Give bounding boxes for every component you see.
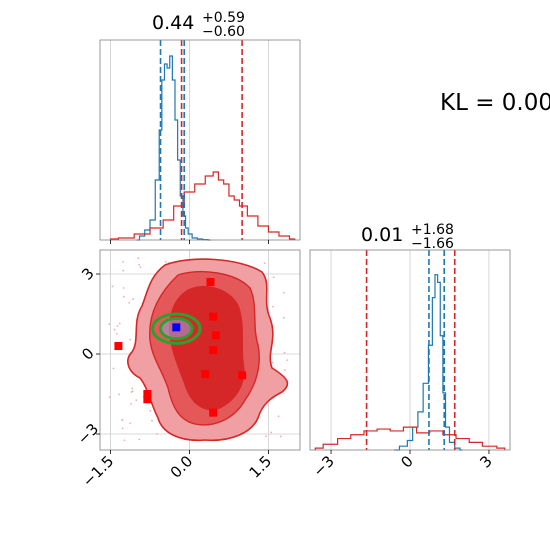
sample-point: [129, 422, 132, 425]
sample-point: [139, 266, 142, 269]
joint-panel: −1.5 0.0 1.5 −3 0 3: [74, 249, 301, 491]
marginal-panel-2: −3 0 3 0.01 +1.68 −1.66: [310, 222, 511, 480]
y-tick-label: 3: [78, 264, 97, 283]
sample-point: [118, 322, 121, 325]
sample-point: [135, 399, 138, 402]
sample-point: [271, 361, 274, 364]
sample-point: [149, 409, 152, 412]
histogram-series-blue: [136, 55, 211, 241]
sample-point: [279, 435, 282, 438]
marginal-1-title-plus: +0.59: [202, 10, 245, 26]
sample-point: [122, 295, 125, 298]
kl-divergence-label: KL = 0.00: [440, 90, 550, 116]
marginal-2-xticks: −3 0 3: [310, 450, 496, 480]
sample-point: [108, 396, 111, 399]
red-square-marker: [206, 278, 215, 286]
sample-point: [123, 439, 126, 442]
y-tick-label: −3: [74, 420, 102, 448]
red-square-marker: [143, 390, 152, 398]
red-square-marker: [238, 371, 247, 380]
sample-point: [270, 431, 273, 434]
y-tick-label: 0: [78, 344, 97, 363]
sample-point: [115, 332, 118, 335]
marginal-2-quantile-lines: [365, 250, 456, 450]
x-tick-label: 3: [476, 452, 495, 471]
joint-yticks: −3 0 3: [74, 264, 102, 448]
sample-point: [131, 387, 134, 390]
marginal-1-title-minus: −0.60: [202, 24, 245, 40]
sample-point: [111, 285, 114, 288]
sample-point: [130, 403, 132, 405]
sample-point: [265, 435, 267, 438]
sample-point: [121, 419, 124, 422]
marginal-2-grid: [330, 250, 490, 450]
sample-point: [118, 393, 121, 396]
sample-point: [156, 433, 158, 435]
red-square-marker: [114, 342, 123, 350]
marginal-2-series: [314, 274, 506, 451]
x-tick-label: 1.5: [246, 452, 276, 482]
sample-point: [165, 261, 167, 263]
joint-density-contours: [127, 258, 289, 442]
blue-square-marker: [172, 323, 181, 332]
x-tick-label: 0: [397, 452, 416, 471]
sample-point: [131, 390, 134, 393]
sample-point: [284, 369, 286, 371]
x-tick-label: −3: [310, 452, 338, 480]
red-square-marker: [201, 370, 210, 378]
marginal-1-series: [109, 55, 296, 241]
sample-point: [138, 438, 141, 441]
joint-green-contours: [151, 312, 202, 345]
sample-point: [137, 257, 140, 260]
red-square-marker: [209, 408, 218, 417]
sample-point: [282, 291, 285, 294]
sample-point: [151, 419, 153, 422]
sample-point: [128, 301, 131, 304]
sample-point: [129, 338, 132, 341]
marginal-2-title-value: 0.01: [361, 224, 403, 246]
sample-point: [138, 263, 140, 266]
marginal-1-quantile-lines: [159, 40, 243, 240]
marginal-2-title-minus: −1.66: [411, 236, 454, 252]
red-square-marker: [209, 312, 218, 321]
sample-point: [122, 269, 125, 272]
x-tick-label: −1.5: [79, 452, 117, 490]
x-tick-label: 0.0: [167, 452, 197, 482]
sample-point: [286, 359, 288, 362]
marginal-2-title-plus: +1.68: [411, 222, 454, 238]
red-square-marker: [143, 395, 152, 404]
histogram-series-red: [314, 426, 506, 450]
joint-xticks: −1.5 0.0 1.5: [79, 450, 275, 491]
marginal-1-title-value: 0.44: [152, 12, 194, 34]
sample-point: [277, 415, 280, 418]
histogram-series-red: [109, 171, 296, 240]
sample-point: [272, 305, 274, 308]
marginal-1-xticks: [110, 240, 269, 244]
sample-point: [116, 324, 119, 327]
sample-point: [122, 260, 124, 263]
sample-point: [272, 276, 275, 279]
green-contour: [151, 312, 202, 345]
sample-point: [113, 328, 116, 331]
sample-point: [132, 298, 134, 301]
joint-markers: [114, 278, 247, 417]
sample-point: [121, 427, 124, 430]
marginal-panel-1: 0.44 +0.59 −0.60: [99, 10, 301, 244]
marginal-1-title: 0.44 +0.59 −0.60: [152, 10, 245, 40]
red-square-marker: [211, 331, 220, 340]
sample-point: [112, 367, 115, 370]
sample-point: [282, 316, 285, 319]
sample-point: [122, 287, 125, 289]
marginal-2-title: 0.01 +1.68 −1.66: [361, 222, 454, 252]
red-square-marker: [209, 346, 218, 354]
sample-point: [108, 323, 111, 326]
sample-point: [283, 351, 286, 354]
marginal-1-grid: [110, 40, 269, 240]
sample-point: [263, 262, 266, 265]
